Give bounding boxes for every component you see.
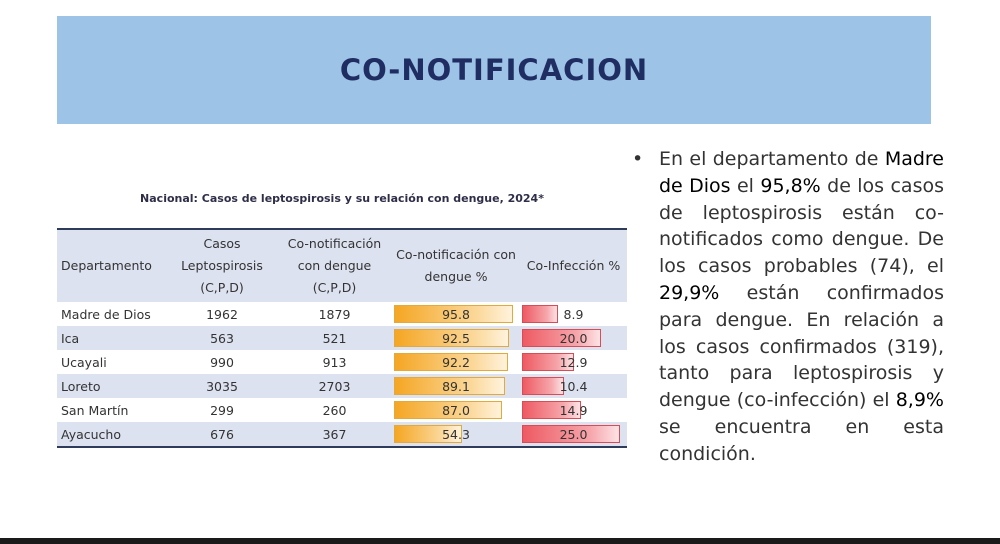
cell-conotificacion-pct-bar: [394, 353, 508, 371]
header-conotificacion-pct: Co-notificación con dengue %: [392, 229, 520, 302]
cell-coinfeccion-pct-bar: [522, 377, 564, 395]
cell-departamento: Loreto: [57, 374, 167, 398]
cell-conotificacion-pct-bar: [394, 425, 462, 443]
cell-coinfeccion-pct: 10.4: [520, 374, 627, 398]
table-row: Loreto 3035 2703 89.1 10.4: [57, 374, 627, 398]
cell-coinfeccion-pct-value: 25.0: [559, 426, 588, 442]
cell-conotificacion: 913: [277, 350, 392, 374]
cell-conotificacion-pct-value: 92.2: [442, 354, 470, 370]
cell-coinfeccion-pct: 8.9: [520, 302, 627, 326]
cell-conotificacion-pct-value: 89.1: [442, 378, 470, 394]
cell-coinfeccion-pct-bar: [522, 329, 601, 347]
cell-conotificacion-pct: 92.5: [392, 326, 520, 350]
table-row: Ucayali 990 913 92.2 12.9: [57, 350, 627, 374]
summary-text: En el departamento de Madre de Dios el 9…: [659, 148, 944, 465]
cell-coinfeccion-pct-value: 12.9: [559, 354, 588, 370]
cell-coinfeccion-pct-value: 14.9: [559, 402, 588, 418]
cell-departamento: San Martín: [57, 398, 167, 422]
cell-coinfeccion-pct: 12.9: [520, 350, 627, 374]
cell-coinfeccion-pct-value: 20.0: [559, 330, 588, 346]
cell-conotificacion-pct-value: 92.5: [442, 330, 470, 346]
cell-casos: 990: [167, 350, 277, 374]
cell-conotificacion-pct-bar: [394, 401, 502, 419]
cell-conotificacion-pct-bar: [394, 329, 509, 347]
cell-conotificacion-pct-value: 87.0: [442, 402, 470, 418]
cell-coinfeccion-pct: 14.9: [520, 398, 627, 422]
header-coinfeccion-pct: Co-Infección %: [520, 229, 627, 302]
cell-conotificacion: 521: [277, 326, 392, 350]
cell-departamento: Ucayali: [57, 350, 167, 374]
cell-casos: 1962: [167, 302, 277, 326]
cell-casos: 3035: [167, 374, 277, 398]
header-conotificacion: Co-notificación con dengue (C,P,D): [277, 229, 392, 302]
cell-coinfeccion-pct: 25.0: [520, 422, 627, 447]
slide-title: CO-NOTIFICACION: [339, 53, 649, 87]
cell-casos: 299: [167, 398, 277, 422]
title-banner: CO-NOTIFICACION: [57, 16, 931, 124]
table-title: Nacional: Casos de leptospirosis y su re…: [140, 192, 544, 205]
table-row: San Martín 299 260 87.0 14.9: [57, 398, 627, 422]
cell-casos: 563: [167, 326, 277, 350]
cell-conotificacion-pct: 87.0: [392, 398, 520, 422]
table-row: Ica 563 521 92.5 20.0: [57, 326, 627, 350]
cell-conotificacion-pct: 54.3: [392, 422, 520, 447]
cell-coinfeccion-pct-value: 8.9: [563, 306, 584, 322]
bottom-border: [0, 538, 1000, 544]
header-casos: Casos Leptospirosis (C,P,D): [167, 229, 277, 302]
cell-conotificacion: 260: [277, 398, 392, 422]
cell-conotificacion: 1879: [277, 302, 392, 326]
cell-conotificacion-pct: 92.2: [392, 350, 520, 374]
cell-conotificacion-pct-bar: [394, 377, 505, 395]
cell-coinfeccion-pct-bar: [522, 305, 558, 323]
summary-bullet: • En el departamento de Madre de Dios el…: [632, 146, 944, 468]
table-row: Ayacucho 676 367 54.3 25.0: [57, 422, 627, 447]
table-header-row: Departamento Casos Leptospirosis (C,P,D)…: [57, 229, 627, 302]
cell-conotificacion-pct: 89.1: [392, 374, 520, 398]
data-table: Departamento Casos Leptospirosis (C,P,D)…: [57, 228, 627, 448]
cell-conotificacion-pct-value: 95.8: [442, 306, 470, 322]
cell-conotificacion: 367: [277, 422, 392, 447]
cell-conotificacion-pct: 95.8: [392, 302, 520, 326]
cell-coinfeccion-pct-bar: [522, 401, 581, 419]
cell-departamento: Ica: [57, 326, 167, 350]
cell-coinfeccion-pct: 20.0: [520, 326, 627, 350]
bullet-dot: •: [632, 148, 644, 170]
cell-coinfeccion-pct-bar: [522, 353, 574, 371]
cell-conotificacion-pct-bar: [394, 305, 513, 323]
cell-conotificacion-pct-value: 54.3: [442, 426, 470, 442]
cell-casos: 676: [167, 422, 277, 447]
cell-departamento: Madre de Dios: [57, 302, 167, 326]
table-row: Madre de Dios 1962 1879 95.8 8.9: [57, 302, 627, 326]
cell-departamento: Ayacucho: [57, 422, 167, 447]
cell-conotificacion: 2703: [277, 374, 392, 398]
cell-coinfeccion-pct-bar: [522, 425, 620, 443]
cell-coinfeccion-pct-value: 10.4: [559, 378, 588, 394]
header-departamento: Departamento: [57, 229, 167, 302]
